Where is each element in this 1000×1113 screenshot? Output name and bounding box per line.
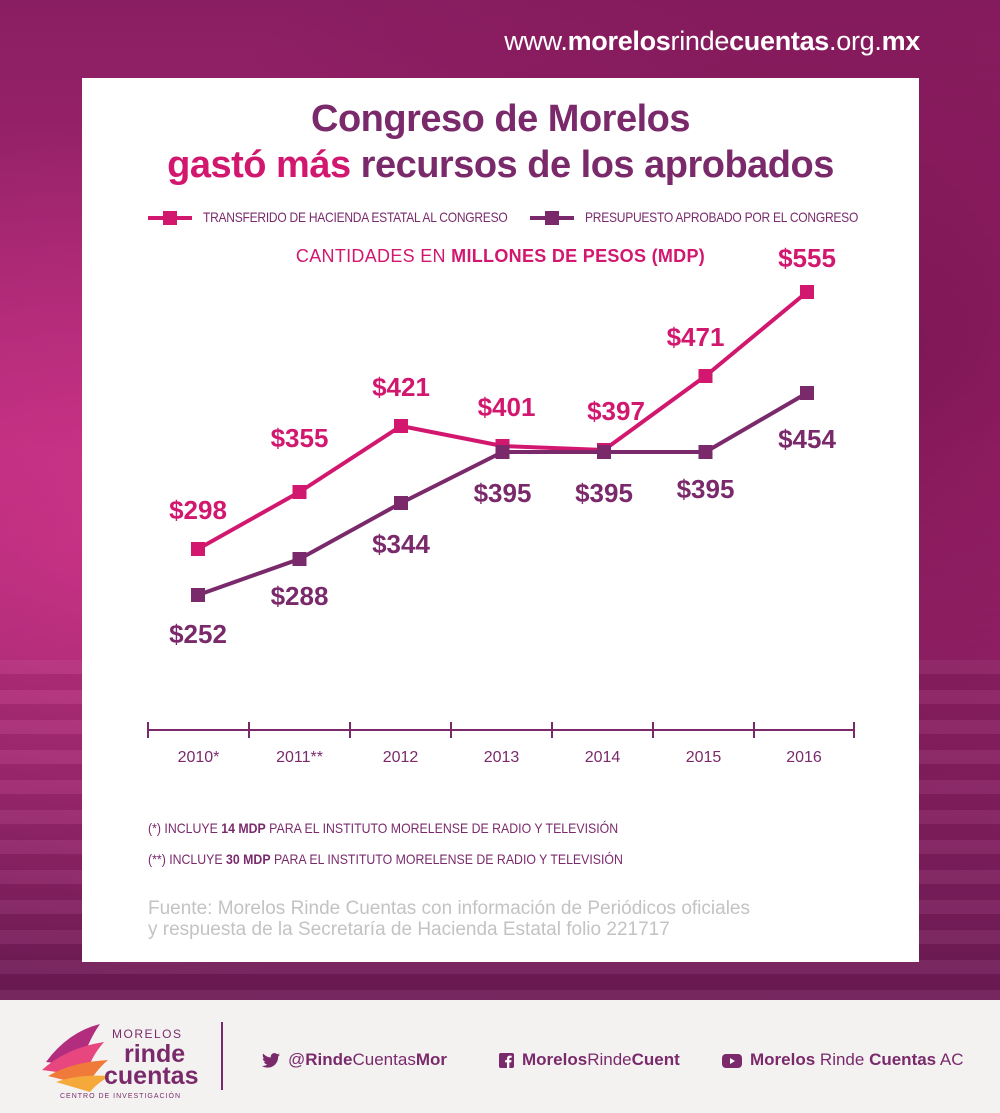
data-label-aprobado: $395 (575, 478, 633, 508)
facebook-icon (499, 1053, 514, 1069)
x-tick-label: 2015 (686, 749, 722, 766)
svg-text:CENTRO DE INVESTIGACIÓN: CENTRO DE INVESTIGACIÓN (60, 1091, 181, 1099)
youtube-link[interactable]: Morelos Rinde Cuentas AC (722, 1050, 964, 1070)
data-label-aprobado: $395 (474, 478, 532, 508)
legend-label-aprobado: PRESUPUESTO APROBADO POR EL CONGRESO (585, 209, 859, 225)
data-label-transferido: $555 (778, 243, 836, 273)
morelos-rinde-cuentas-logo: MORELOS rinde cuentas CENTRO DE INVESTIG… (42, 1024, 198, 1099)
data-label-aprobado: $344 (372, 529, 430, 559)
footnote-2: (**) INCLUYE 30 MDP PARA EL INSTITUTO MO… (148, 851, 623, 867)
x-tick-label: 2011** (276, 749, 323, 766)
data-label-transferido: $298 (169, 495, 227, 525)
legend-marker-transferido (163, 211, 177, 225)
data-point-transferido (800, 285, 814, 299)
data-label-aprobado: $252 (169, 619, 227, 649)
data-label-aprobado: $288 (271, 581, 329, 611)
data-point-aprobado (292, 552, 307, 566)
data-label-transferido: $397 (587, 396, 645, 426)
data-label-transferido: $355 (271, 423, 329, 453)
twitter-icon (262, 1053, 280, 1068)
footnote-1: (*) INCLUYE 14 MDP PARA EL INSTITUTO MOR… (148, 820, 619, 836)
infographic-card: Congreso de Morelos gastó más recursos d… (82, 78, 919, 962)
legend: TRANSFERIDO DE HACIENDA ESTATAL AL CONGR… (82, 206, 919, 230)
footer: MORELOS rinde cuentas CENTRO DE INVESTIG… (0, 1000, 1000, 1113)
x-tick-label: 2016 (786, 749, 822, 766)
title-rest: recursos de los aprobados (350, 144, 835, 186)
legend-marker-aprobado (545, 211, 559, 225)
data-label-transferido: $401 (478, 392, 536, 422)
title-highlight: gastó más (167, 144, 351, 186)
data-point-aprobado (597, 445, 611, 459)
data-label-transferido: $421 (372, 372, 430, 402)
data-point-transferido (292, 485, 307, 499)
x-tick-label: 2012 (383, 749, 419, 766)
site-url: www.morelosrindecuentas.org.mx (504, 26, 920, 56)
source-line-2: y respuesta de la Secretaría de Hacienda… (148, 919, 670, 940)
source-line-1: Fuente: Morelos Rinde Cuentas con inform… (148, 898, 750, 919)
youtube-icon (722, 1053, 742, 1068)
svg-text:cuentas: cuentas (104, 1062, 198, 1090)
svg-text:rinde: rinde (124, 1040, 185, 1068)
svg-text:MORELOS: MORELOS (112, 1027, 183, 1041)
x-tick-label: 2013 (484, 749, 520, 766)
x-tick-label: 2014 (585, 749, 621, 766)
legend-label-transferido: TRANSFERIDO DE HACIENDA ESTATAL AL CONGR… (203, 209, 508, 225)
facebook-link[interactable]: MorelosRindeCuent (499, 1050, 680, 1070)
source-text: Fuente: Morelos Rinde Cuentas con inform… (148, 898, 750, 940)
data-point-transferido (394, 419, 408, 433)
title-line-1: Congreso de Morelos (311, 98, 691, 140)
data-point-aprobado (191, 588, 205, 602)
x-tick-label: 2010* (178, 749, 220, 766)
data-label-aprobado: $454 (778, 424, 836, 454)
data-label-transferido: $471 (667, 322, 725, 352)
twitter-link[interactable]: @RindeCuentasMor (262, 1050, 447, 1070)
data-point-transferido (191, 542, 205, 556)
title-line-2: gastó más recursos de los aprobados (82, 144, 919, 187)
footer-divider (221, 1022, 223, 1090)
line-chart: 2010* 2011** 2012 2013 2014 2015 2016 $298 $355 $… (147, 243, 855, 766)
data-label-aprobado: $395 (677, 474, 735, 504)
data-point-aprobado (698, 445, 713, 459)
data-point-aprobado (495, 445, 510, 459)
data-point-aprobado (800, 386, 814, 400)
data-point-aprobado (394, 496, 408, 510)
data-point-transferido (698, 369, 713, 383)
chart-subtitle: CANTIDADES EN MILLONES DE PESOS (MDP) (295, 246, 706, 266)
